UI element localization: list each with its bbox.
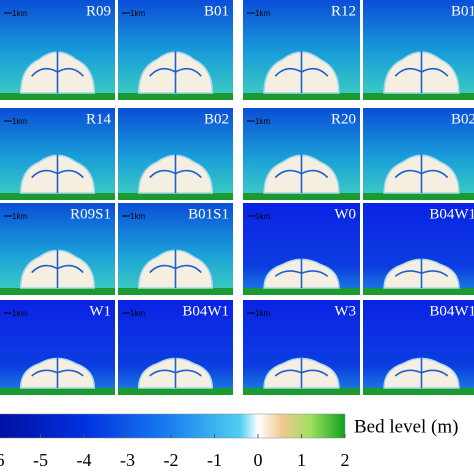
shore (118, 193, 233, 200)
panel-label: R14 (86, 111, 112, 127)
channels (274, 258, 329, 288)
channels (149, 357, 202, 388)
colorbar-tick-label: -6 (0, 450, 5, 470)
panel: B02 (363, 108, 474, 200)
panel: W0 1km (243, 203, 360, 295)
shore (243, 93, 360, 100)
shore (0, 193, 115, 200)
scale-label: 1km (12, 9, 27, 18)
channels (394, 357, 449, 388)
colorbar-tick-label: -5 (33, 450, 48, 470)
channels (394, 258, 449, 288)
shore (363, 388, 474, 395)
colorbar-tick-label: 0 (254, 450, 263, 470)
channels (274, 154, 329, 193)
channels (149, 249, 202, 288)
panel-label: R12 (331, 3, 356, 19)
panel-label: B02 (204, 111, 229, 127)
panel-label: R09 (86, 3, 111, 19)
shore (0, 93, 115, 100)
colorbar-tick-label: -2 (164, 450, 179, 470)
scale-label: 1km (130, 212, 145, 221)
channels (274, 51, 329, 93)
colorbar-tick-label: -4 (77, 450, 92, 470)
panel-label: B01 (204, 3, 229, 19)
shore (118, 288, 233, 295)
colorbar (0, 413, 346, 439)
panel: R20 1km (243, 108, 360, 200)
panel-label: W0 (334, 206, 356, 222)
channels (149, 154, 202, 193)
panel: W3 1km (243, 300, 360, 395)
panel: W1 1km (0, 300, 115, 395)
shore (243, 288, 360, 295)
panel: B04W1 (363, 300, 474, 395)
panel: R09 1km (0, 0, 115, 100)
channels (31, 51, 84, 93)
colorbar-tick-label: 1 (297, 450, 306, 470)
panel-label: R20 (331, 111, 356, 127)
channels (394, 51, 449, 93)
scale-label: 1km (12, 309, 27, 318)
panel: B04W1 (363, 203, 474, 295)
panel: B02 (118, 108, 233, 200)
panel: B04W1 1km (118, 300, 233, 395)
shore (118, 93, 233, 100)
shore (243, 388, 360, 395)
channels (31, 249, 84, 288)
scale-label: 1km (255, 309, 270, 318)
shore (243, 193, 360, 200)
scale-label: 1km (130, 309, 145, 318)
scale-label: 1km (130, 9, 145, 18)
panel: B01S1 1km (118, 203, 233, 295)
panel-label: B04W1 (182, 303, 229, 319)
colorbar-tick-label: 2 (341, 450, 350, 470)
panel: R12 1km (243, 0, 360, 100)
panel-label: W3 (334, 303, 356, 319)
channels (31, 154, 84, 193)
panel-label: B02 (451, 111, 474, 127)
panel: R09S1 1km (0, 203, 115, 295)
colorbar-tick-label: -1 (207, 450, 222, 470)
shore (0, 288, 115, 295)
channels (274, 357, 329, 388)
panel: B01 1km (118, 0, 233, 100)
channels (31, 357, 84, 388)
panel: R14 1km (0, 108, 115, 200)
scale-label: 1km (255, 9, 270, 18)
panel-label: B04W1 (429, 206, 474, 222)
scale-label: 1km (255, 117, 270, 126)
shore (118, 388, 233, 395)
scale-label: 1km (12, 117, 27, 126)
panel-label: B04W1 (429, 303, 474, 319)
panel-label: B01 (451, 3, 474, 19)
scale-label: 1km (255, 212, 270, 221)
channels (149, 51, 202, 93)
shore (363, 93, 474, 100)
shore (363, 288, 474, 295)
panel-label: R09S1 (70, 206, 111, 222)
channels (394, 154, 449, 193)
scale-label: 1km (12, 212, 27, 221)
panel-label: B01S1 (188, 206, 229, 222)
panel: B01 (363, 0, 474, 100)
panel-label: W1 (89, 303, 111, 319)
colorbar-tick-label: -3 (120, 450, 135, 470)
colorbar-label: Bed level (m) (354, 416, 458, 437)
shore (0, 388, 115, 395)
shore (363, 193, 474, 200)
